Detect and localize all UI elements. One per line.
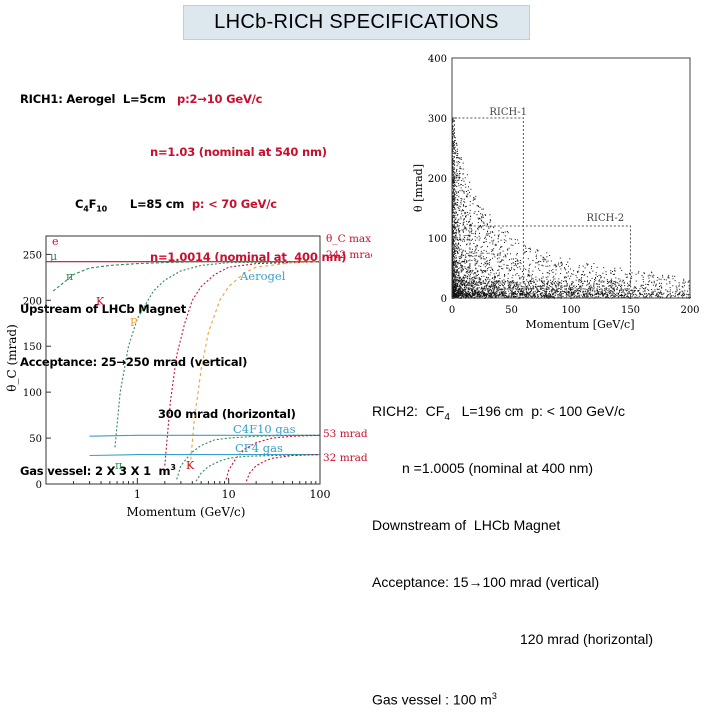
series-label: π (66, 270, 73, 283)
curve-cf4-8 (89, 454, 320, 457)
formula-sub-10: 10 (96, 204, 108, 214)
y-tick-label: 200 (23, 296, 42, 307)
series-label: K (96, 295, 105, 308)
region-label: RICH-2 (587, 213, 625, 224)
rich1-radiator: RICH1: Aerogel L=5cm (20, 92, 178, 106)
series-label: K (186, 459, 195, 472)
y-tick-label: 100 (428, 234, 447, 245)
rich1-line-5: Upstream of LHCb Magnet (20, 302, 186, 316)
series-label: C4F10 gas (233, 422, 296, 436)
curve-aerogel-4 (189, 261, 321, 466)
rich1-gas-vessel: Gas vessel: 2 X 3 X 1 m (20, 463, 171, 478)
formula-sub-4: 4 (444, 411, 450, 423)
superscript-3: 3 (170, 462, 176, 472)
scatter-frame (451, 57, 691, 299)
rich1-line-8: Gas vessel: 2 X 3 X 1 m3 (20, 459, 420, 478)
x-tick-label: 50 (505, 305, 518, 316)
plot-xlabel: Momentum (GeV/c) (127, 505, 246, 519)
region-label: RICH-1 (489, 107, 527, 118)
series-label: e (52, 235, 59, 248)
region-box (469, 225, 631, 290)
rich2-spec-text: RICH2: CF4 L=196 cm p: < 100 GeV/c n =1.… (372, 364, 717, 725)
curve-aerogel-3 (164, 261, 321, 466)
rich2-gas-vessel: Gas vessel : 100 m (372, 691, 492, 708)
theta-vs-momentum-scatter: RICH-1 RICH-2 0 100 200 300 400 0 50 100 150 200 M… (412, 54, 700, 330)
series-label: π (115, 459, 122, 472)
scatter-points (452, 117, 691, 299)
y-tick-label: 100 (23, 388, 42, 399)
annotation-label: 32 mrad (323, 452, 368, 464)
rich1-line-3: C4F10 L=85 cm p: < 70 GeV/c (20, 196, 420, 214)
formula-f: F (88, 197, 97, 211)
rich1-gas-length: L=85 cm (107, 197, 192, 211)
curve-aerogel-2 (114, 261, 321, 448)
curve-c4f10-5 (89, 434, 320, 437)
series-label: CF4 gas (235, 441, 283, 455)
rich1-acceptance-vertical: 250 mrad (vertical) (125, 354, 248, 369)
x-tick-label: 100 (310, 488, 331, 501)
arrow-right-icon: → (197, 92, 207, 106)
curve-cf4-9 (195, 454, 321, 482)
y-tick-label: 250 (23, 250, 42, 261)
rich1-line-6: Acceptance: 25→250 mrad (vertical) (20, 354, 420, 372)
rich1-gas-momentum: p: < 70 GeV/c (191, 197, 277, 211)
x-tick-label: 100 (561, 305, 580, 316)
annotation-label: θ_C max (326, 233, 371, 245)
series-label: Aerogel (239, 269, 286, 283)
annotation-label: 242 mrad (326, 249, 372, 261)
scatter-ylabel: θ [mrad] (412, 164, 425, 212)
arrow-right-icon: → (116, 354, 126, 369)
plot-ylabel: θ_C (mrad) (5, 324, 19, 392)
curve-c4f10-6 (176, 434, 320, 480)
y-tick-label: 150 (23, 342, 42, 353)
rich1-line-2: n=1.03 (nominal at 540 nm) (150, 144, 327, 159)
x-tick-label: 0 (449, 305, 455, 316)
rich2-radiator: RICH2: CF (372, 403, 445, 419)
x-tick-label: 150 (621, 305, 640, 316)
rich2-acceptance-vertical: 100 mrad (vertical) (482, 574, 600, 590)
y-tick-label: 0 (36, 480, 42, 491)
arrow-right-icon: → (468, 574, 483, 590)
rich2-length-momentum: L=196 cm p: < 100 GeV/c (449, 403, 626, 419)
y-tick-label: 300 (428, 114, 447, 125)
series-label: μ (50, 250, 57, 263)
formula-c: C (75, 197, 84, 211)
y-tick-label: 200 (428, 174, 447, 185)
rich1-line-7: 300 mrad (horizontal) (158, 407, 296, 421)
x-tick-label: 10 (222, 488, 236, 501)
rich2-line-5: 120 mrad (horizontal) (520, 631, 654, 647)
rich2-line-6: Gas vessel : 100 m3 (372, 687, 717, 708)
y-tick-label: 50 (29, 434, 42, 445)
rich2-line-4: Acceptance: 15→100 mrad (vertical) (372, 573, 717, 592)
curve-aerogel-1 (52, 261, 320, 292)
region-box (453, 117, 524, 284)
rich2-acceptance-label: Acceptance: 15 (372, 574, 469, 590)
scatter-dot-cloud (452, 117, 691, 299)
formula-sub-4: 4 (83, 204, 89, 214)
y-tick-label: 400 (428, 54, 447, 65)
series-label: P (130, 316, 138, 329)
rich2-line-3: Downstream of LHCb Magnet (372, 517, 561, 533)
rich1-momentum-to: 10 GeV/c (206, 92, 263, 106)
scatter-xlabel: Momentum [GeV/c] (525, 318, 634, 330)
superscript-3: 3 (491, 691, 497, 701)
rich1-acceptance-label: Acceptance: 25 (20, 354, 117, 369)
rich2-line-2: n =1.0005 (nominal at 400 nm) (402, 460, 594, 476)
annotation-label: 53 mrad (323, 428, 368, 440)
rich2-line-1: RICH2: CF4 L=196 cm p: < 100 GeV/c (372, 402, 717, 423)
rich1-spec-text: RICH1: Aerogel L=5cm p:2→10 GeV/c n=1.03… (20, 56, 420, 494)
plot-frame (45, 235, 321, 485)
rich1-line-1: RICH1: Aerogel L=5cm p:2→10 GeV/c (20, 91, 420, 109)
rich1-line-4: n=1.0014 (nominal at 400 nm) (150, 249, 347, 264)
x-tick-label: 200 (680, 305, 699, 316)
rich1-momentum-from: p:2 (177, 92, 198, 106)
y-tick-label: 0 (441, 294, 447, 305)
x-tick-label: 1 (134, 488, 141, 501)
curve-cf4-10 (245, 454, 321, 482)
slide-title: LHCb-RICH SPECIFICATIONS (183, 5, 530, 40)
